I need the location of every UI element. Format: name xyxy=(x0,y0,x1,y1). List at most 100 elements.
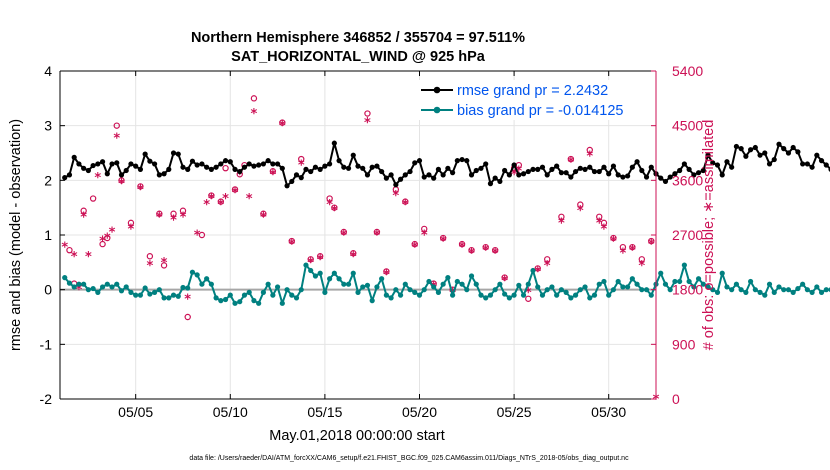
bias-point xyxy=(189,269,196,275)
y-tick-label: 1 xyxy=(44,227,52,243)
bias-point xyxy=(350,270,356,276)
rmse-point xyxy=(194,162,200,168)
obs-assimilated-marker: * xyxy=(208,192,215,207)
legend-rmse-label: rmse grand pr = 2.2432 xyxy=(457,83,608,99)
obs-possible-marker xyxy=(350,250,357,257)
bias-point xyxy=(303,262,309,268)
obs-assimilated-marker: * xyxy=(482,244,489,259)
y-right-tick-label: 2700 xyxy=(672,227,703,243)
bias-point xyxy=(379,276,385,282)
obs-assimilated-marker: * xyxy=(596,216,603,231)
obs-assimilated-marker: * xyxy=(113,131,120,146)
bias-point xyxy=(222,296,229,303)
bias-point xyxy=(123,284,129,290)
rmse-point xyxy=(402,172,408,178)
bias-point xyxy=(454,278,460,285)
rmse-point xyxy=(161,171,167,177)
rmse-point xyxy=(776,141,782,147)
legend-bias-label: bias grand pr = -0.014125 xyxy=(457,103,623,119)
obs-assimilated-marker: * xyxy=(298,159,305,174)
rmse-point xyxy=(284,183,290,189)
bias-point xyxy=(714,289,721,295)
bias-point xyxy=(757,289,763,295)
bias-point xyxy=(606,292,612,298)
y-tick-label: 4 xyxy=(44,63,52,79)
obs-possible-marker xyxy=(482,243,489,251)
rmse-point xyxy=(185,166,191,172)
rmse-point xyxy=(81,165,87,171)
rmse-point xyxy=(795,149,801,155)
obs-assimilated-marker: * xyxy=(288,238,295,253)
rmse-point xyxy=(781,146,787,152)
y-tick-label: 3 xyxy=(44,118,52,134)
rmse-point xyxy=(379,168,385,175)
rmse-point xyxy=(293,172,300,178)
bias-point xyxy=(762,292,768,298)
obs-possible-marker xyxy=(558,213,565,220)
bias-point xyxy=(199,281,205,287)
bias-point xyxy=(345,281,352,287)
bias-point xyxy=(85,287,91,293)
obs-assimilated-marker: * xyxy=(170,213,177,228)
bias-point xyxy=(776,284,782,290)
obs-assimilated-marker: * xyxy=(156,210,163,225)
bias-point xyxy=(260,289,266,295)
obs-possible-marker xyxy=(383,268,390,275)
rmse-point xyxy=(421,174,427,180)
rmse-point xyxy=(166,166,172,172)
rmse-point xyxy=(383,175,389,181)
bias-point xyxy=(681,262,687,268)
rmse-point xyxy=(629,164,635,170)
rmse-point xyxy=(118,172,125,178)
obs-assimilated-marker: * xyxy=(364,116,371,131)
bias-point xyxy=(667,287,673,293)
bias-point xyxy=(194,272,200,278)
bias-point xyxy=(752,287,758,293)
bias-point xyxy=(270,292,276,298)
bias-point xyxy=(118,288,125,294)
obs-assimilated-marker: * xyxy=(194,229,201,244)
rmse-point xyxy=(478,165,484,171)
rmse-point xyxy=(809,164,815,170)
rmse-point xyxy=(426,172,432,178)
bias-point xyxy=(804,287,810,293)
bias-point xyxy=(535,284,541,290)
bias-point xyxy=(256,300,262,306)
bias-point xyxy=(625,284,631,290)
obs-possible-marker xyxy=(596,213,603,220)
rmse-point xyxy=(128,161,134,167)
obs-possible-marker xyxy=(629,243,636,251)
rmse-point xyxy=(147,158,153,164)
rmse-point xyxy=(303,166,309,172)
obs-possible-marker xyxy=(525,295,532,302)
obs-possible-marker xyxy=(373,228,381,236)
bias-point xyxy=(743,289,749,295)
bias-point xyxy=(686,278,692,285)
rmse-point xyxy=(487,181,494,187)
rmse-point xyxy=(274,161,281,167)
bias-point xyxy=(289,292,295,298)
rmse-point xyxy=(700,167,706,174)
y-tick-label: -2 xyxy=(40,391,53,407)
bias-point xyxy=(241,292,248,298)
obs-possible-marker xyxy=(421,225,428,233)
rmse-point xyxy=(62,175,68,181)
rmse-point xyxy=(133,163,139,169)
obs-assimilated-marker: * xyxy=(118,177,125,192)
rmse-point xyxy=(804,161,810,167)
bias-point xyxy=(133,292,139,298)
obs-possible-marker xyxy=(288,237,295,245)
bias-point xyxy=(147,291,153,297)
rmse-point xyxy=(544,172,550,178)
rmse-point xyxy=(625,173,631,179)
rmse-point xyxy=(601,164,607,170)
rmse-point xyxy=(535,166,541,172)
rmse-point xyxy=(241,164,248,170)
rmse-point xyxy=(714,162,721,168)
obs-assimilated-marker: * xyxy=(71,250,78,265)
bias-point xyxy=(781,287,787,293)
rmse-point xyxy=(369,164,375,170)
rmse-point xyxy=(213,164,219,170)
obs-assimilated-marker: * xyxy=(128,222,135,237)
rmse-point xyxy=(748,147,754,153)
